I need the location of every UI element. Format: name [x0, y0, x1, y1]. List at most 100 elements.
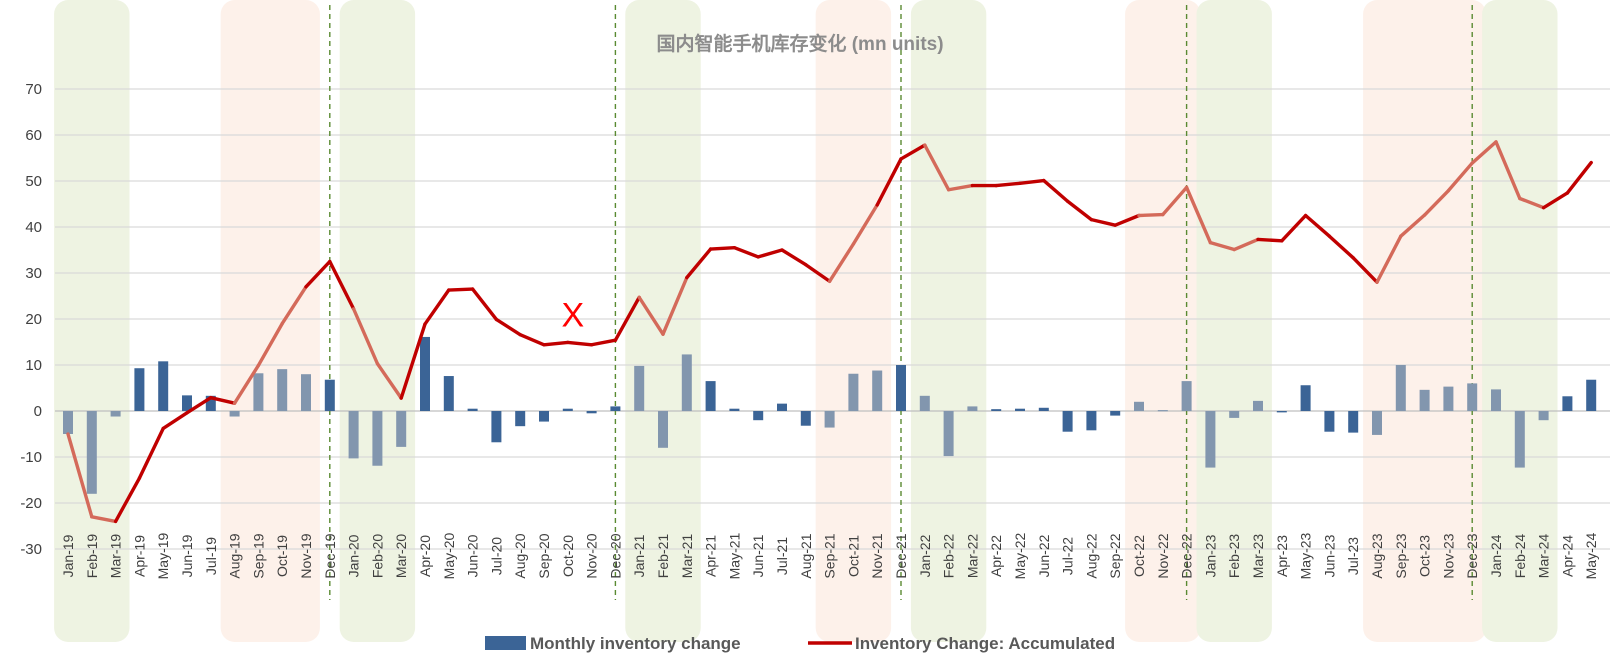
bar-Sep-19 [253, 373, 264, 411]
line-segment-Dec-21 [899, 143, 927, 161]
bar-Oct-22 [1134, 401, 1144, 411]
line-segment-Jun-19 [185, 395, 213, 415]
bar-Jun-23 [1324, 411, 1335, 432]
bar-Mar-21 [681, 354, 692, 411]
line-segment-Feb-19 [90, 515, 118, 524]
x-tick-label-Jul-22: Jul-22 [1060, 537, 1076, 575]
line-segment-Aug-22 [1089, 217, 1117, 227]
x-tick-label-Oct-23: Oct-23 [1417, 535, 1433, 577]
x-tick-label-Apr-24: Apr-24 [1559, 535, 1575, 577]
bar-Dec-19 [324, 379, 335, 411]
bar-Jun-21 [753, 411, 764, 421]
highlight-band-4 [625, 0, 701, 642]
line-segment-Dec-23 [1470, 140, 1498, 165]
x-tick-label-Dec-20: Dec-20 [607, 533, 623, 578]
x-tick-label-Aug-21: Aug-21 [798, 533, 814, 578]
annotation-1: X [561, 296, 584, 334]
line-segment-Dec-19 [328, 259, 356, 311]
bar-Oct-21 [848, 373, 859, 411]
legend: Monthly inventory change Inventory Chang… [485, 634, 1115, 653]
bar-Sep-20 [539, 411, 549, 422]
chart-title: 国内智能手机库存变化 (mn units) [656, 32, 943, 55]
line-segment-Nov-23 [1446, 161, 1474, 193]
x-tick-label-Jun-23: Jun-23 [1321, 534, 1337, 577]
bar-Jul-19 [205, 395, 216, 411]
line-segment-Jan-23 [1208, 240, 1236, 252]
y-axis-ticks: -30 -20 -10 0 10 20 30 40 50 60 70 [20, 81, 42, 558]
x-tick-label-Nov-20: Nov-20 [584, 533, 600, 578]
line-segment-Feb-23 [1232, 237, 1260, 252]
x-tick-label-Jul-20: Jul-20 [488, 537, 504, 575]
x-tick-label-Jun-22: Jun-22 [1036, 534, 1052, 577]
line-segment-Feb-21 [661, 275, 689, 336]
line-segment-Jul-23 [1351, 256, 1379, 284]
line-segment-Jun-21 [756, 248, 784, 259]
bar-Apr-20 [420, 336, 430, 411]
x-tick-label-Feb-19: Feb-19 [84, 534, 100, 579]
line-segment-Dec-22 [1184, 185, 1213, 245]
x-tick-label-Sep-23: Sep-23 [1393, 533, 1409, 578]
x-tick-label-Dec-23: Dec-23 [1464, 533, 1480, 578]
bar-May-19 [158, 361, 169, 411]
x-tick-label-Feb-24: Feb-24 [1512, 534, 1528, 579]
bar-May-22 [1015, 408, 1025, 411]
y-tick-label-50: 50 [25, 173, 42, 190]
x-tick-label-Jun-21: Jun-21 [750, 534, 766, 577]
bar-Feb-20 [372, 411, 383, 466]
x-tick-label-Jan-23: Jan-23 [1202, 534, 1218, 577]
x-tick-label-Apr-23: Apr-23 [1274, 535, 1290, 577]
line-segment-Aug-23 [1375, 234, 1403, 284]
line-segment-Oct-19 [280, 285, 308, 326]
line-segment-Sep-20 [542, 340, 570, 347]
x-tick-label-Mar-23: Mar-23 [1250, 534, 1266, 579]
x-tick-label-Jan-24: Jan-24 [1488, 534, 1504, 577]
bar-Feb-23 [1229, 411, 1240, 418]
line-segment-Mar-19 [113, 476, 142, 524]
line-segment-Jul-19 [209, 395, 237, 405]
y-tick-label-10: 10 [25, 357, 42, 374]
highlight-bands [54, 0, 1558, 642]
x-tick-label-Sep-21: Sep-21 [822, 533, 838, 578]
bar-Jul-22 [1062, 411, 1073, 432]
line-segment-Feb-20 [375, 361, 403, 400]
bar-Dec-22 [1181, 381, 1192, 411]
x-tick-label-Jan-20: Jan-20 [346, 534, 362, 577]
y-tick-label-70: 70 [25, 81, 42, 98]
bar-Nov-20 [586, 411, 597, 414]
x-tick-label-Apr-20: Apr-20 [417, 535, 433, 577]
highlight-band-9 [1363, 0, 1487, 642]
y-tick-label-20: 20 [25, 311, 42, 328]
x-tick-label-Apr-21: Apr-21 [703, 535, 719, 577]
line-segment-Jul-20 [494, 317, 522, 337]
x-tick-label-Dec-21: Dec-21 [893, 533, 909, 578]
x-tick-label-Aug-20: Aug-20 [512, 533, 528, 578]
x-tick-label-Nov-22: Nov-22 [1155, 533, 1171, 578]
line-segment-Oct-20 [566, 340, 594, 347]
bar-Aug-22 [1086, 411, 1097, 431]
x-tick-label-Feb-22: Feb-22 [941, 534, 957, 579]
line-segment-Mar-20 [399, 322, 427, 400]
line-segment-Jan-22 [923, 143, 951, 192]
x-tick-label-Nov-23: Nov-23 [1440, 533, 1456, 578]
line-segment-Oct-23 [1422, 188, 1451, 217]
y-tick-label--10: -10 [20, 449, 42, 466]
legend-label-line: Inventory Change: Accumulated [855, 634, 1115, 653]
line-segment-Nov-19 [304, 259, 332, 289]
line-segment-Apr-21 [708, 245, 737, 251]
bar-Mar-23 [1253, 400, 1263, 411]
bar-Dec-23 [1467, 383, 1478, 411]
bar-Nov-19 [301, 374, 311, 411]
x-tick-label-Jan-21: Jan-21 [631, 534, 647, 577]
bar-Aug-23 [1372, 411, 1382, 435]
line-segment-May-21 [732, 245, 760, 259]
line-segment-Jun-20 [470, 287, 499, 322]
highlight-band-8 [1196, 0, 1272, 642]
bar-Feb-24 [1514, 411, 1525, 468]
bar-Oct-23 [1419, 389, 1430, 411]
line-segment-Apr-24 [1565, 160, 1593, 195]
bar-Jan-23 [1205, 411, 1216, 468]
bar-Feb-21 [658, 411, 668, 448]
x-tick-label-Jul-21: Jul-21 [774, 537, 790, 575]
line-segment-May-20 [447, 287, 475, 292]
